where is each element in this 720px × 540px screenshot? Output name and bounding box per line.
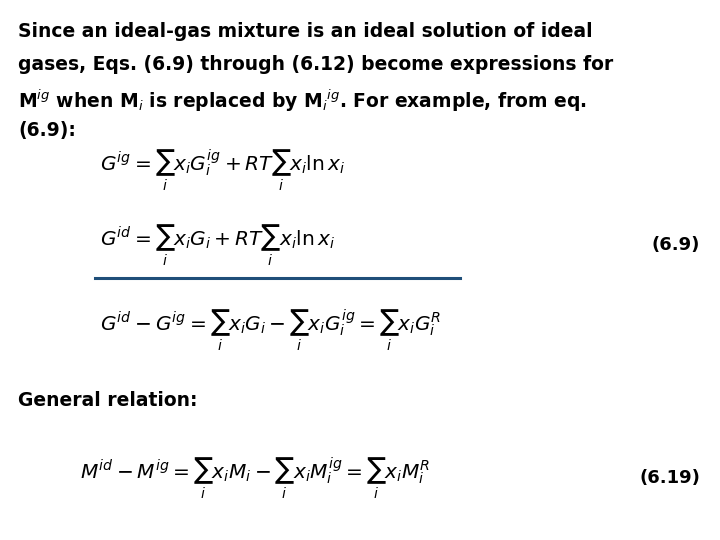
Text: General relation:: General relation:: [18, 390, 197, 409]
Text: $G^{id} = \sum_i x_i G_i + RT\sum_i x_i \ln x_i$: $G^{id} = \sum_i x_i G_i + RT\sum_i x_i …: [100, 222, 335, 268]
Text: (6.9): (6.9): [652, 236, 700, 254]
Text: $G^{ig} = \sum_i x_i G_i^{ig} + RT\sum_i x_i \ln x_i$: $G^{ig} = \sum_i x_i G_i^{ig} + RT\sum_i…: [100, 147, 345, 193]
Text: Since an ideal-gas mixture is an ideal solution of ideal: Since an ideal-gas mixture is an ideal s…: [18, 22, 593, 41]
Text: gases, Eqs. (6.9) through (6.12) become expressions for: gases, Eqs. (6.9) through (6.12) become …: [18, 55, 613, 74]
Text: M$^{ig}$ when M$_i$ is replaced by M$_i$$^{ig}$. For example, from eq.: M$^{ig}$ when M$_i$ is replaced by M$_i$…: [18, 88, 587, 114]
Text: (6.9):: (6.9):: [18, 121, 76, 140]
Text: $G^{id} - G^{ig} = \sum_i x_i G_i - \sum_i x_i G_i^{ig} = \sum_i x_i G_i^{R}$: $G^{id} - G^{ig} = \sum_i x_i G_i - \sum…: [100, 307, 441, 353]
Text: (6.19): (6.19): [639, 469, 700, 487]
Text: $M^{id} - M^{ig} = \sum_i x_i M_i - \sum_i x_i M_i^{ig} = \sum_i x_i M_i^{R}$: $M^{id} - M^{ig} = \sum_i x_i M_i - \sum…: [80, 455, 431, 501]
